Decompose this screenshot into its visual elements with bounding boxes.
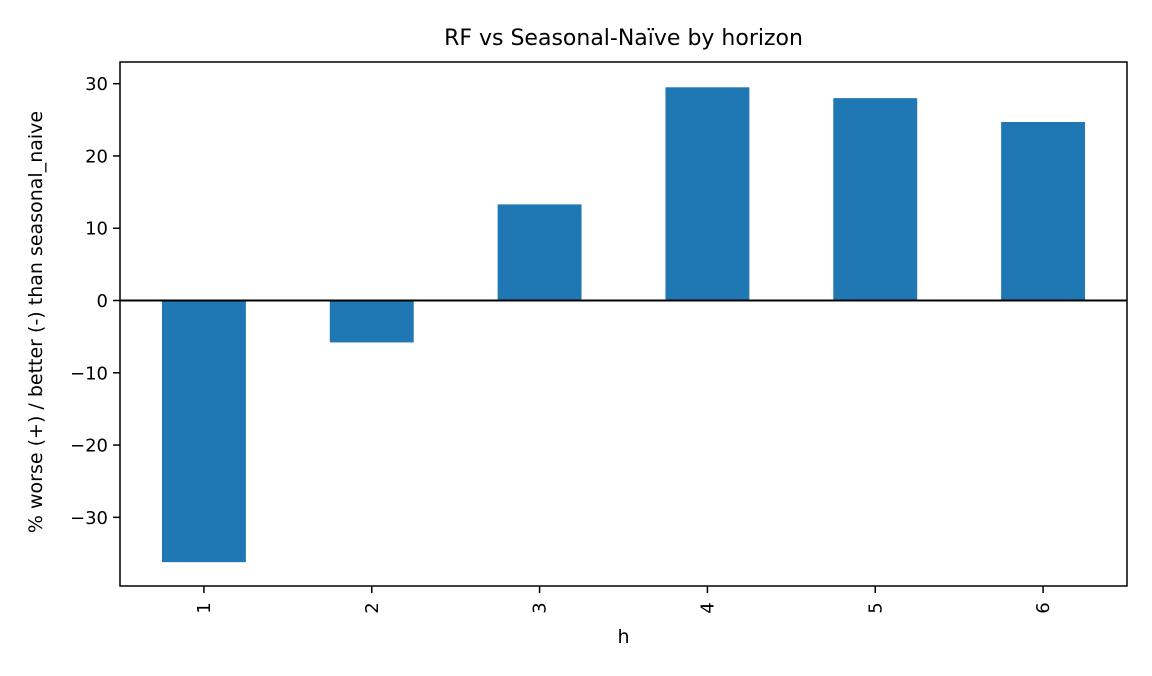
chart-title: RF vs Seasonal-Naïve by horizon — [444, 26, 803, 51]
x-tick-label: 1 — [194, 602, 215, 613]
plot-frame — [119, 61, 1128, 587]
x-tick-label: 6 — [1033, 602, 1054, 613]
x-axis: 1 2 3 4 5 6 — [194, 586, 1054, 614]
y-tick-label: 10 — [85, 219, 108, 240]
bar-h-1 — [161, 300, 246, 563]
x-tick-label: 2 — [362, 602, 383, 613]
y-tick-label: −30 — [70, 508, 108, 529]
y-tick-label: 30 — [85, 74, 108, 95]
bar-h-6 — [1001, 121, 1086, 301]
y-axis-label: % worse (+) / better (-) than seasonal_n… — [25, 111, 47, 533]
y-tick-label: −20 — [70, 436, 108, 457]
y-tick-label: −10 — [70, 363, 108, 384]
bars-layer — [161, 87, 1086, 563]
x-tick-label: 3 — [530, 602, 551, 613]
bar-h-5 — [833, 98, 918, 301]
y-tick-label: 0 — [97, 291, 108, 312]
x-axis-label: h — [617, 626, 629, 648]
y-tick-label: 20 — [85, 146, 108, 167]
bar-h-4 — [665, 87, 750, 301]
bar-h-2 — [329, 300, 414, 343]
bar-h-3 — [497, 204, 582, 301]
x-tick-label: 5 — [865, 602, 886, 613]
y-axis: 30 20 10 0 −10 −20 −30 — [70, 74, 120, 529]
x-tick-label: 4 — [697, 602, 718, 613]
